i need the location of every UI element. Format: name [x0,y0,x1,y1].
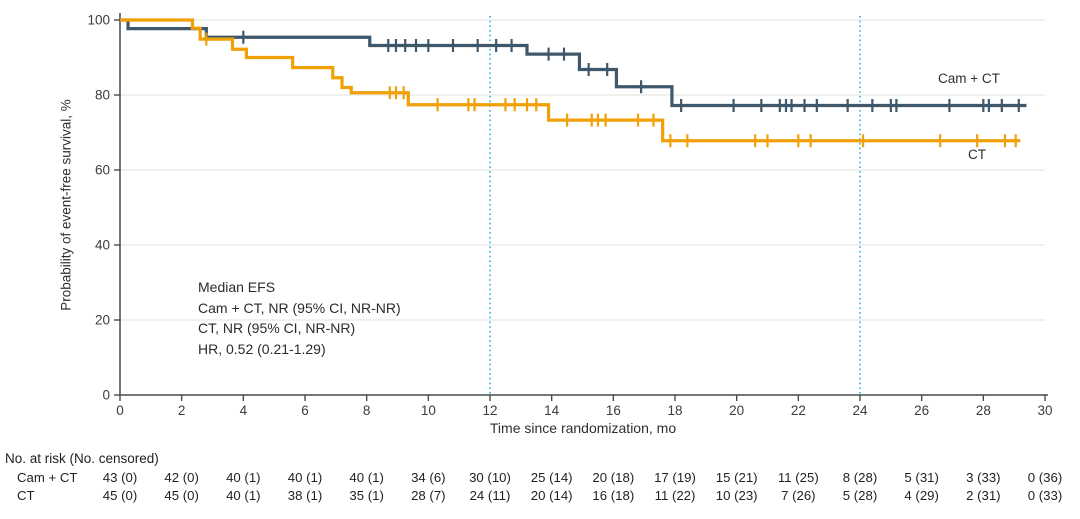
x-tick-label: 16 [606,403,621,418]
km-curve-ct [120,18,1021,143]
risk-cell: 24 (11) [469,488,511,503]
y-axis-label: Probability of event-free survival, % [58,99,74,311]
x-tick-label: 26 [914,403,929,418]
annotation-ct: CT, NR (95% CI, NR-NR) [198,320,356,336]
risk-cell: 15 (21) [715,470,758,485]
annotation-cam-ct: Cam + CT, NR (95% CI, NR-NR) [198,299,401,316]
risk-cell: 40 (1) [349,470,384,485]
annotation-median-efs: Median EFS [198,279,276,295]
x-tick-label: 8 [363,403,371,418]
risk-cell: 40 (1) [226,488,261,503]
median-efs-annotation: Median EFS Cam + CT, NR (95% CI, NR-NR) … [198,277,401,359]
curve-label-cam-ct: Cam + CT [938,71,1000,86]
annotation-hr: HR, 0.52 (0.21-1.29) [198,340,326,357]
risk-cell: 25 (14) [530,470,573,485]
risk-row-label-ct: CT [17,488,35,503]
y-tick-label: 100 [87,13,110,28]
risk-cell: 5 (28) [842,488,878,503]
x-tick-label: 20 [729,403,744,418]
x-axis-label: Time since randomization, mo [489,420,677,436]
x-tick-label: 24 [852,403,868,418]
km-curve-cam-ct [120,18,1027,108]
x-tick-label: 30 [1037,403,1052,418]
risk-cell: 7 (26) [781,488,816,503]
risk-cell: 0 (36) [1027,470,1063,485]
x-tick-label: 10 [421,403,436,418]
x-tick-label: 28 [976,403,991,418]
x-tick-label: 12 [482,403,497,418]
risk-cell: 17 (19) [654,470,696,485]
risk-cell: 45 (0) [102,488,138,503]
risk-cell: 16 (18) [592,488,635,503]
risk-cell: 11 (22) [654,488,696,503]
risk-cell: 40 (1) [226,470,261,485]
risk-cell: 45 (0) [164,488,199,503]
risk-cell: 3 (33) [966,470,1001,485]
risk-cell: 35 (1) [349,488,384,503]
x-tick-label: 0 [116,403,124,418]
x-tick-label: 6 [301,403,309,418]
risk-cell: 30 (10) [469,470,511,485]
x-tick-label: 22 [791,403,806,418]
risk-cell: 42 (0) [164,470,199,485]
risk-cell: 8 (28) [842,470,878,485]
y-tick-label: 60 [95,163,110,178]
curve-label-ct: CT [968,147,986,162]
risk-cell: 0 (33) [1027,488,1063,503]
risk-cell: 40 (1) [287,470,323,485]
risk-cell: 5 (31) [904,470,939,485]
risk-cell: 38 (1) [287,488,323,503]
risk-cell: 20 (14) [530,488,573,503]
risk-cell: 28 (7) [411,488,446,503]
risk-cell: 20 (18) [592,470,635,485]
y-tick-label: 40 [95,238,110,253]
x-tick-label: 2 [178,403,186,418]
y-tick-label: 0 [102,388,110,403]
x-tick-label: 18 [667,403,682,418]
x-tick-label: 4 [240,403,248,418]
risk-cell: 4 (29) [904,488,939,503]
y-tick-label: 80 [95,88,110,103]
risk-cell: 43 (0) [102,470,138,485]
risk-table-header: No. at risk (No. censored) [5,451,159,466]
risk-cell: 2 (31) [966,488,1001,503]
risk-row-label-cam-ct: Cam + CT [17,470,78,485]
y-tick-label: 20 [95,313,110,328]
risk-cell: 11 (25) [777,470,819,485]
x-tick-label: 14 [544,403,560,418]
risk-cell: 34 (6) [411,470,446,485]
risk-cell: 10 (23) [715,488,758,503]
